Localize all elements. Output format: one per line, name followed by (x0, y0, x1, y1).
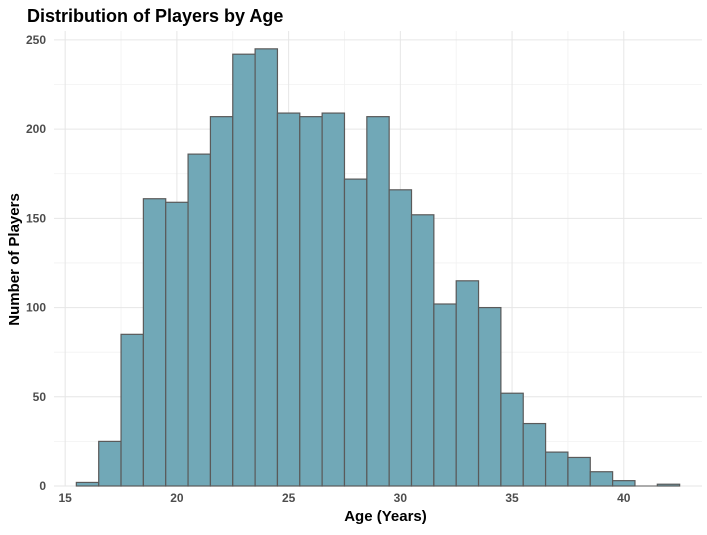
histogram-bar (98, 440, 122, 487)
histogram-bar (500, 392, 524, 487)
histogram-bars (75, 48, 681, 487)
histogram-bar (656, 483, 681, 487)
chart-title: Distribution of Players by Age (27, 6, 283, 26)
histogram-bar (299, 116, 323, 487)
histogram-bar (254, 48, 279, 487)
histogram-bar (232, 53, 256, 487)
x-axis-title: Age (Years) (344, 508, 427, 525)
x-tick-label: 25 (282, 491, 296, 505)
histogram-bar (410, 214, 435, 487)
histogram-bar (433, 303, 457, 487)
x-tick-label: 20 (170, 491, 184, 505)
y-tick-label: 250 (26, 33, 46, 47)
histogram-bar (276, 112, 301, 487)
y-tick-label: 0 (39, 479, 46, 493)
histogram-bar (612, 480, 636, 487)
x-tick-label: 15 (58, 491, 72, 505)
histogram-bar (388, 189, 413, 487)
y-tick-label: 150 (26, 211, 46, 225)
histogram-bar (142, 198, 167, 487)
x-tick-label: 35 (505, 491, 519, 505)
histogram-bar (187, 153, 212, 487)
histogram-bar (589, 471, 614, 487)
tick-labels: 15 20 25 30 35 40 0 50 100 150 200 250 (26, 33, 631, 505)
histogram-bar (544, 451, 569, 487)
histogram-bar (209, 116, 234, 487)
y-tick-label: 100 (26, 301, 46, 315)
histogram-bar (477, 306, 502, 487)
y-tick-label: 200 (26, 122, 46, 136)
histogram-bar (567, 456, 591, 487)
y-axis-title: Number of Players (6, 193, 23, 326)
x-tick-label: 30 (394, 491, 408, 505)
histogram-bar (343, 178, 368, 487)
histogram-bar (522, 422, 547, 487)
histogram-bar (120, 333, 144, 487)
histogram-bar (75, 481, 100, 487)
y-tick-label: 50 (33, 390, 47, 404)
histogram-bar (366, 116, 390, 487)
histogram-bar (455, 280, 480, 487)
x-tick-label: 40 (617, 491, 631, 505)
histogram-bar (165, 201, 189, 487)
histogram-bar (321, 112, 346, 487)
